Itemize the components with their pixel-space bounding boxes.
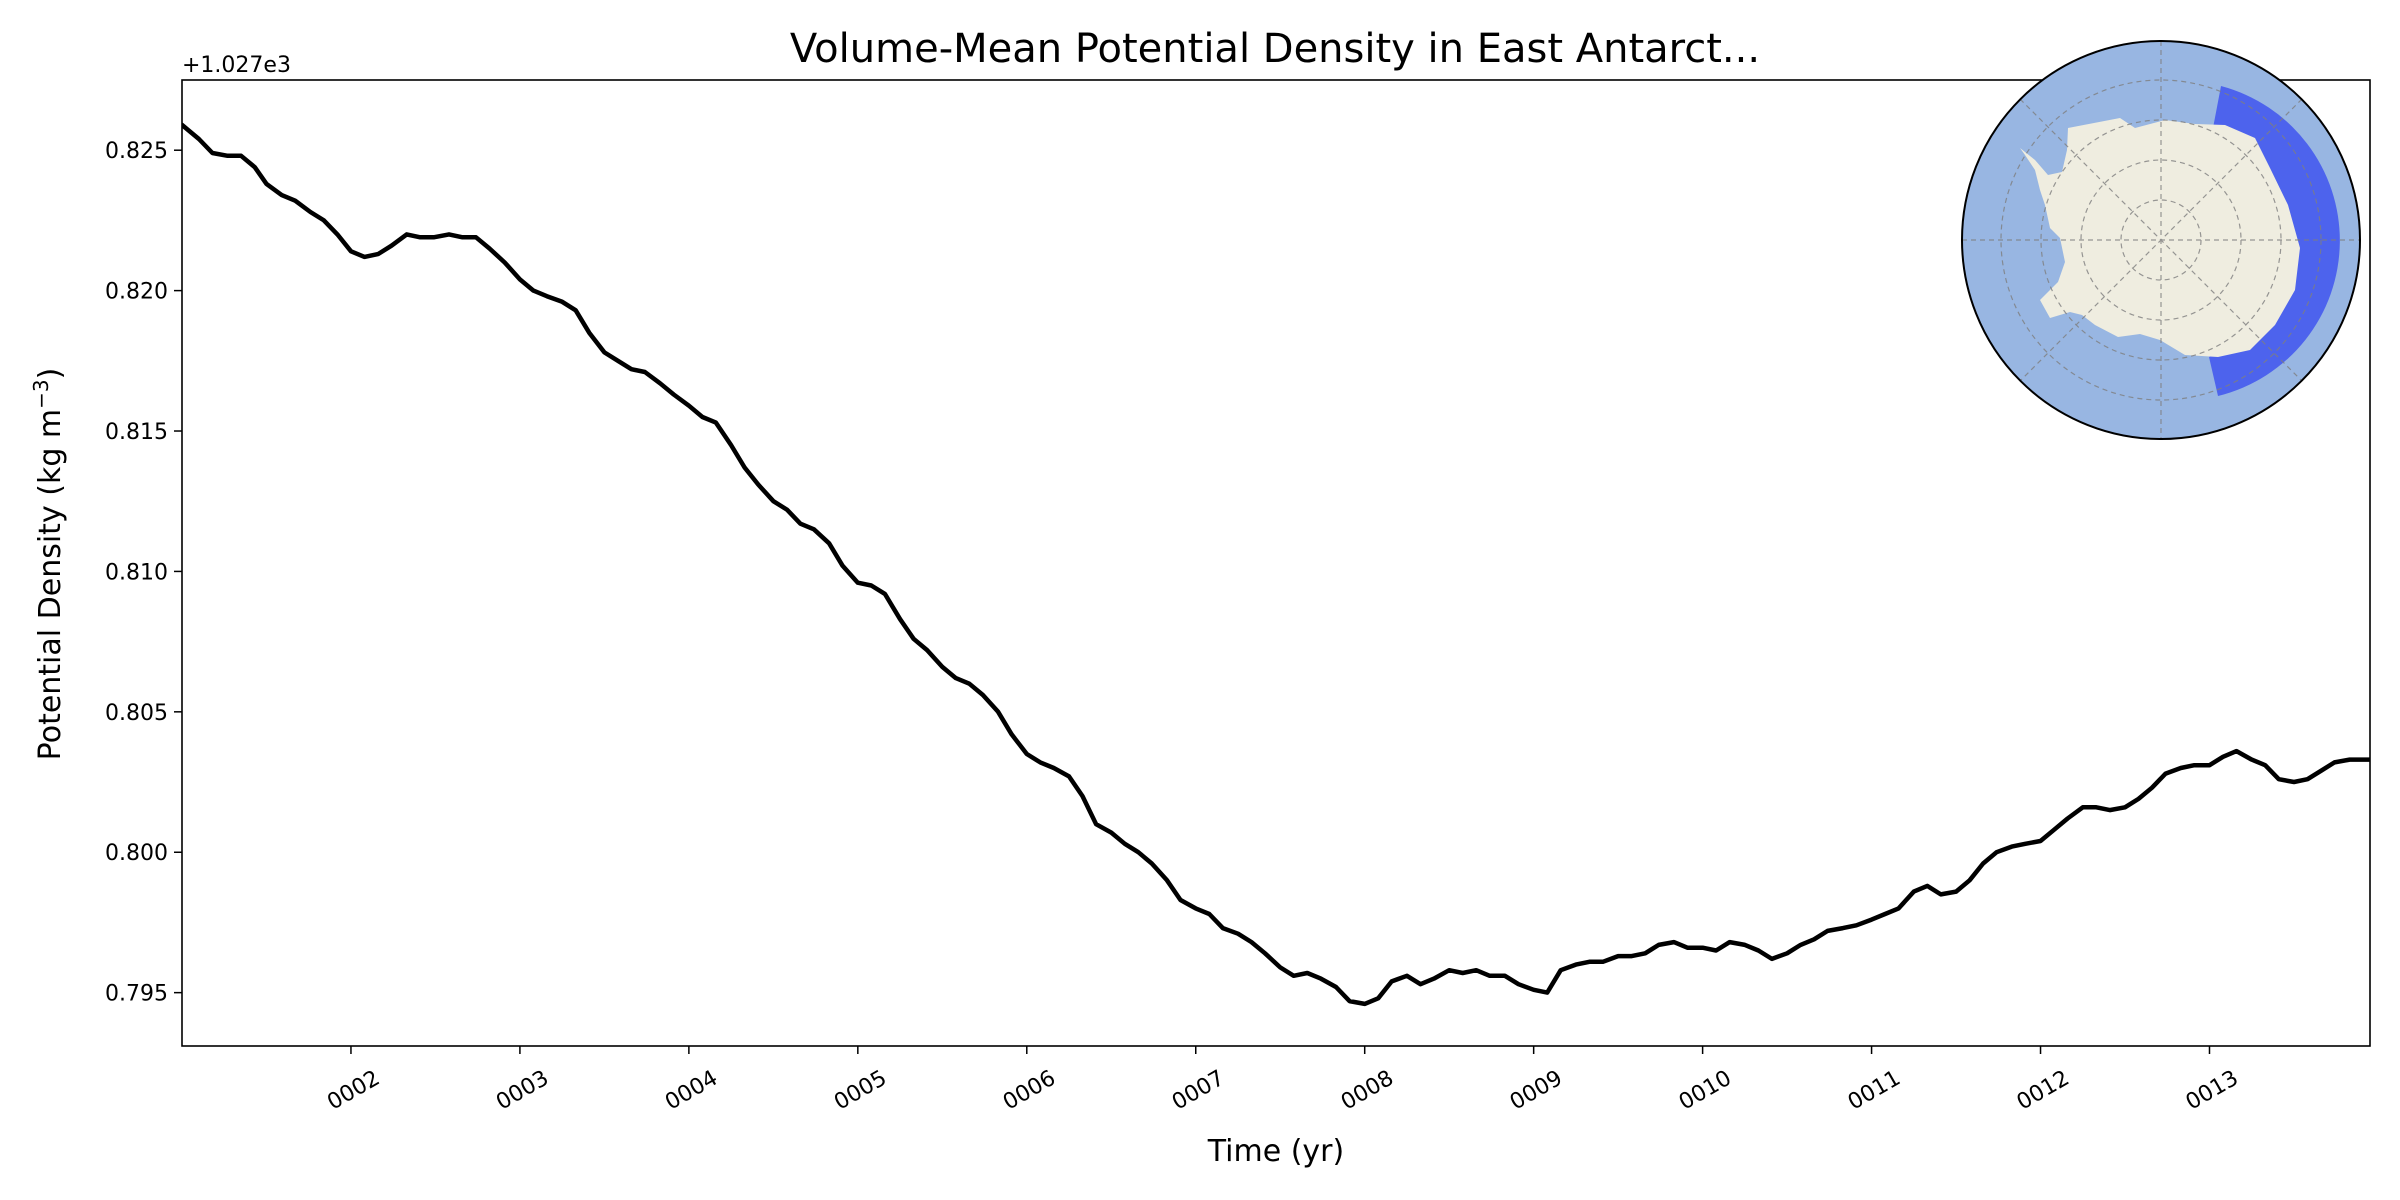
y-axis-label: Potential Density (kg m−3)	[29, 368, 68, 761]
y-tick-label: 0.795	[105, 982, 168, 1007]
y-axis: 0.795 0.800 0.805 0.810 0.815 0.820 0.825	[105, 139, 182, 1007]
map-antarctica-landmass	[2020, 118, 2300, 357]
y-tick-label: 0.825	[105, 139, 168, 164]
inset-map	[1961, 40, 2361, 440]
y-tick-label: 0.810	[105, 560, 168, 585]
map-content	[1962, 41, 2360, 439]
y-tick-label: 0.805	[105, 701, 168, 726]
y-axis-label-main: Potential Density (kg m	[33, 409, 68, 760]
y-tick-label: 0.800	[105, 841, 168, 866]
y-axis-label-close: )	[33, 368, 68, 380]
map-graticule	[1962, 41, 2360, 439]
y-axis-label-sup: −3	[29, 379, 53, 408]
series-line	[182, 122, 2370, 1007]
map-border	[1961, 40, 2361, 440]
map-highlight-region	[2209, 86, 2340, 396]
y-tick-label: 0.815	[105, 420, 168, 445]
y-offset-label: +1.027e3	[182, 53, 291, 78]
chart-title: Volume-Mean Potential Density in East An…	[790, 26, 1760, 72]
plot-frame	[181, 79, 2371, 1047]
y-tick-label: 0.820	[105, 280, 168, 305]
plot-area	[182, 122, 2370, 1007]
x-axis-label: Time (yr)	[1207, 1134, 1344, 1169]
